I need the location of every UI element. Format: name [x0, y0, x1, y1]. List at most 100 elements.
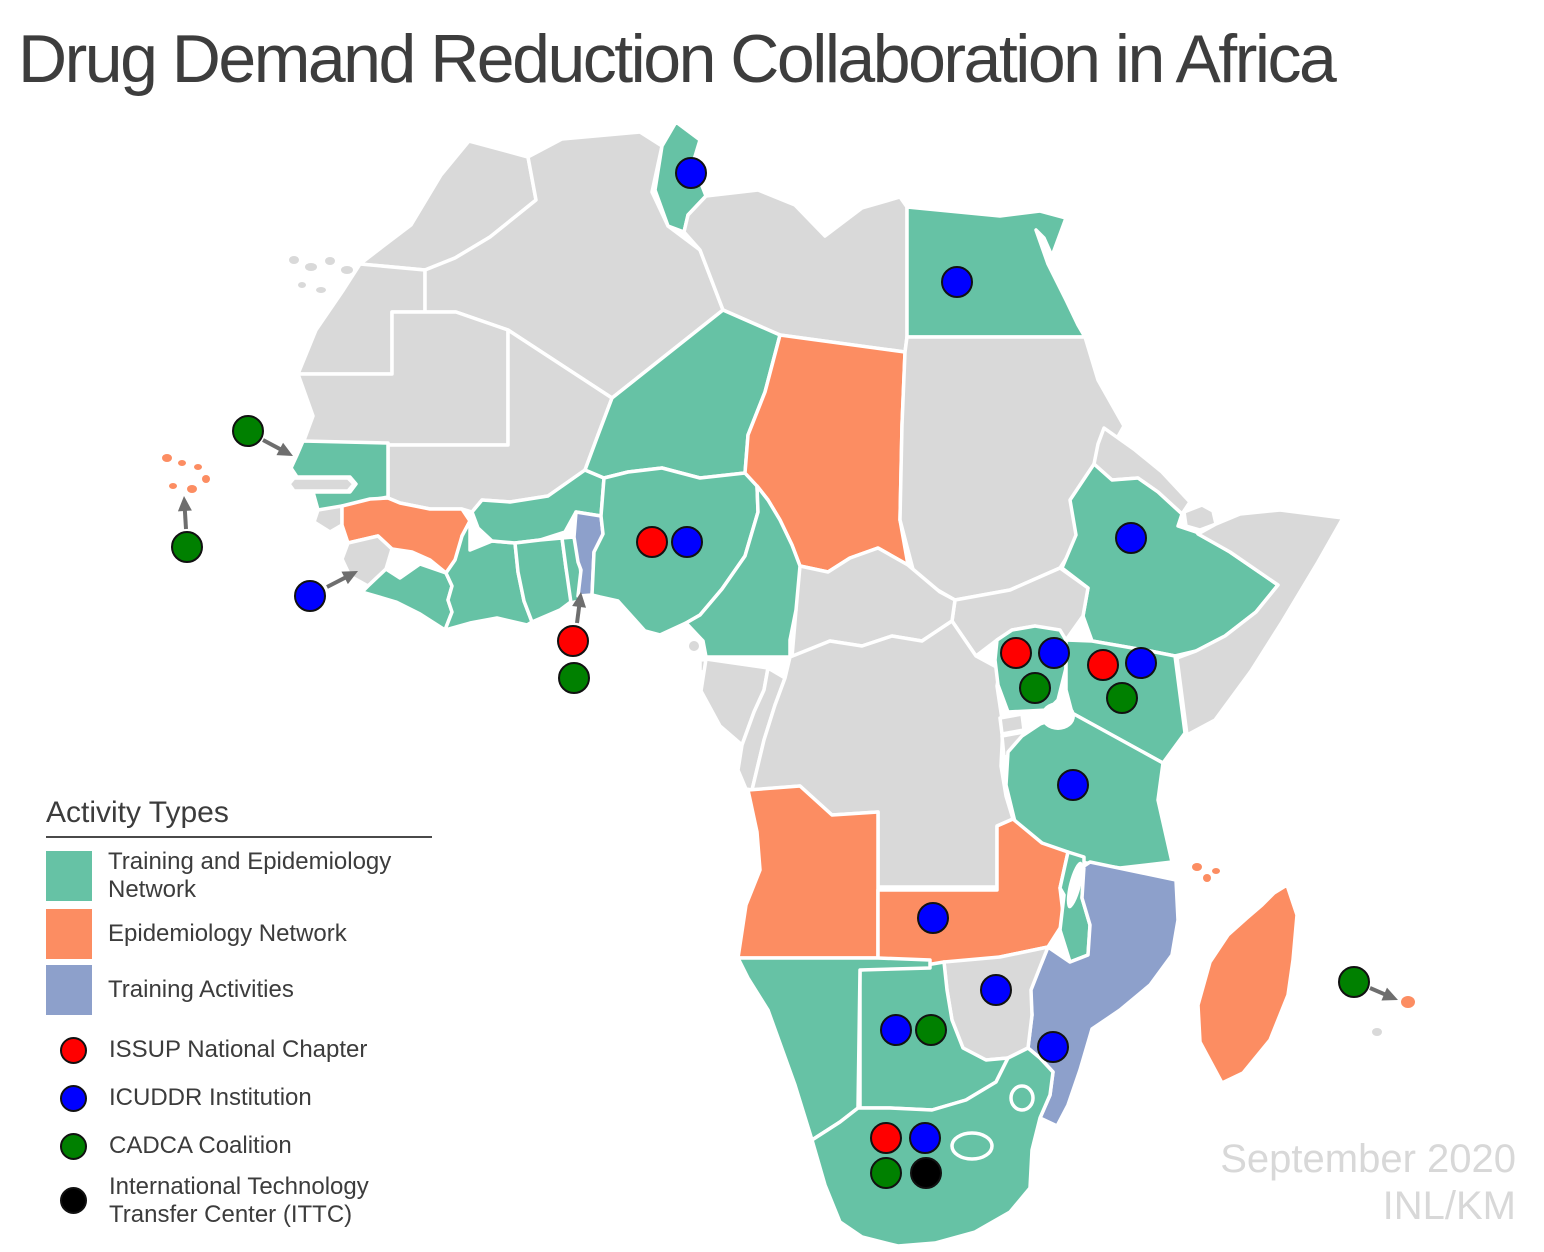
country-gambia: [287, 476, 356, 493]
page-title: Drug Demand Reduction Collaboration in A…: [18, 21, 1337, 97]
legend-area-label: Training Activities: [108, 976, 294, 1004]
marker-icuddr-kenya: [1125, 647, 1157, 679]
country-rwanda: [998, 712, 1026, 736]
island-cabo-verde: [187, 485, 197, 493]
legend-swatch-training_epidemiology_network: [46, 850, 92, 901]
island-reunion: [1372, 1028, 1382, 1036]
island-canary-islands: [289, 256, 299, 264]
footer: September 2020 INL/KM: [1220, 1136, 1516, 1230]
country-somalia: [1175, 508, 1345, 737]
legend-marker-list: ISSUP National Chapter ICUDDR Institution…: [46, 1029, 466, 1228]
island-canary-islands: [325, 257, 335, 265]
country-burkina-faso: [470, 468, 606, 545]
arrowhead-icon: [341, 571, 358, 585]
marker-icuddr-tanzania: [1057, 769, 1089, 801]
arrowhead-icon: [1381, 987, 1398, 1001]
marker-cadca-cabo-verde: [171, 531, 203, 563]
island-comoros: [1203, 874, 1211, 882]
island-cabo-verde: [178, 460, 186, 466]
legend-dot-issup-icon: [60, 1036, 87, 1064]
lake-malawi: [1066, 861, 1084, 909]
footer-org: INL/KM: [1382, 1183, 1516, 1228]
legend-heading: Activity Types: [46, 796, 229, 829]
island-canary-islands: [316, 287, 326, 293]
marker-issup-kenya: [1087, 649, 1119, 681]
marker-icuddr-ethiopia: [1115, 522, 1147, 554]
island-canary-islands: [341, 266, 353, 274]
marker-cadca-uganda: [1019, 672, 1051, 704]
arrow-to-senegal: [262, 438, 293, 456]
island-bioko: [689, 641, 699, 651]
island-canary-islands: [298, 282, 306, 288]
arrow-to-benin: [572, 592, 587, 624]
legend-marker-item-cadca: CADCA Coalition: [46, 1125, 466, 1167]
legend-area-item-epidemiology_network: Epidemiology Network: [46, 909, 466, 960]
legend-marker-item-icuddr: ICUDDR Institution: [46, 1077, 466, 1119]
island-mauritius: [1401, 996, 1415, 1008]
marker-cadca-south-africa: [870, 1157, 902, 1189]
island-cabo-verde: [162, 454, 172, 462]
arrowhead-icon: [572, 592, 587, 608]
country-eswatini: [1009, 1084, 1035, 1112]
arrowhead-icon: [276, 442, 293, 456]
island-comoros: [1212, 868, 1220, 874]
marker-issup-nigeria: [636, 526, 668, 558]
marker-icuddr-egypt: [941, 266, 973, 298]
footer-date: September 2020: [1220, 1136, 1516, 1181]
legend-swatch-epidemiology_network: [46, 909, 92, 960]
marker-icuddr-uganda: [1038, 637, 1070, 669]
legend-marker-item-ittc: International Technology Transfer Center…: [46, 1173, 466, 1228]
legend: Activity Types Training and Epidemiology…: [46, 796, 466, 1228]
country-madagascar: [1196, 883, 1299, 1085]
country-democratic-republic-of-the-congo: [750, 619, 1015, 889]
marker-cadca-kenya: [1106, 682, 1138, 714]
legend-marker-label: CADCA Coalition: [109, 1132, 292, 1160]
marker-icuddr-tunisia: [675, 157, 707, 189]
legend-marker-label: International Technology Transfer Center…: [109, 1173, 369, 1228]
legend-dot-cadca-icon: [60, 1132, 87, 1160]
country-guinea-bissau: [312, 504, 344, 534]
legend-area-label: Training and Epidemiology Network: [108, 848, 392, 903]
marker-icuddr-south-africa: [909, 1122, 941, 1154]
marker-cadca-mauritius: [1338, 966, 1370, 998]
island-comoros: [1192, 863, 1202, 871]
marker-cadca-senegal: [232, 415, 264, 447]
island-cabo-verde: [202, 475, 210, 483]
marker-issup-benin: [557, 625, 589, 657]
marker-cadca-benin: [558, 662, 590, 694]
country-angola: [736, 784, 880, 960]
arrow-to-sierra-leone: [326, 571, 358, 589]
country-ghana: [513, 536, 574, 624]
arrowhead-icon: [177, 496, 192, 512]
legend-dot-ittc-icon: [60, 1187, 87, 1215]
marker-icuddr-botswana: [880, 1014, 912, 1046]
legend-marker-label: ICUDDR Institution: [109, 1084, 312, 1112]
country-lesotho: [950, 1131, 994, 1161]
legend-swatch-training_activities: [46, 965, 92, 1016]
legend-dot-icuddr-icon: [60, 1084, 87, 1112]
marker-icuddr-zambia: [917, 902, 949, 934]
island-cabo-verde: [169, 483, 177, 489]
island-cabo-verde: [194, 464, 202, 470]
arrow-to-mauritius: [1369, 986, 1398, 1001]
marker-issup-south-africa: [870, 1122, 902, 1154]
legend-area-label: Epidemiology Network: [108, 920, 347, 948]
legend-rule: [46, 836, 432, 838]
marker-ittc-south-africa: [910, 1157, 942, 1189]
legend-area-item-training_activities: Training Activities: [46, 965, 466, 1016]
arrow-to-cabo-verde: [177, 496, 192, 530]
marker-cadca-botswana: [915, 1014, 947, 1046]
legend-marker-item-issup: ISSUP National Chapter: [46, 1029, 466, 1071]
marker-icuddr-zimbabwe: [980, 974, 1012, 1006]
marker-icuddr-sierra-leone: [294, 580, 326, 612]
country-cameroon: [684, 484, 802, 659]
legend-area-item-training_epidemiology_network: Training and Epidemiology Network: [46, 848, 466, 903]
country-egypt: [905, 205, 1087, 339]
marker-icuddr-mozambique: [1037, 1031, 1069, 1063]
marker-issup-uganda: [1000, 637, 1032, 669]
legend-marker-label: ISSUP National Chapter: [109, 1036, 368, 1064]
marker-icuddr-nigeria: [671, 526, 703, 558]
lake-victoria: [1041, 702, 1075, 730]
